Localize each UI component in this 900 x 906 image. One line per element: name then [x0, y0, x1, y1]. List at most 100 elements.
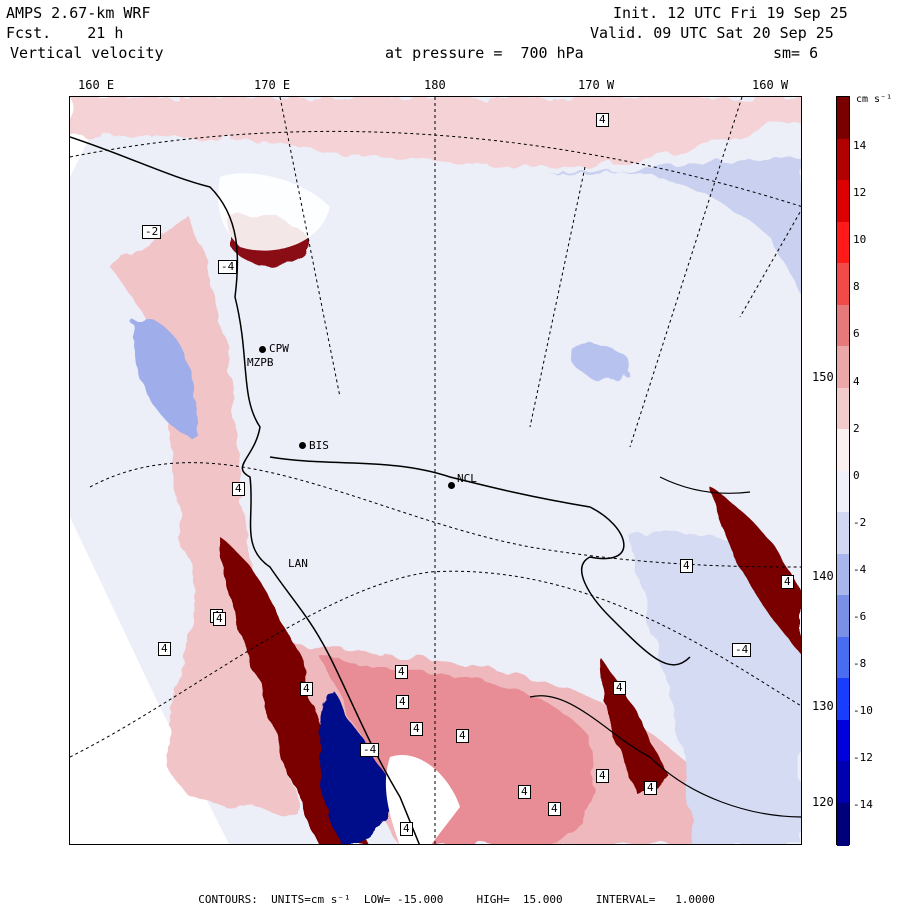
- field-negative-center: [570, 344, 632, 381]
- colorbar-segment: [837, 429, 849, 473]
- colorbar-tick-label: -8: [853, 657, 867, 671]
- contour-label: 4: [548, 802, 561, 816]
- contour-label: 4: [395, 665, 408, 679]
- lon-label-180: 180: [424, 78, 446, 92]
- station-dot-bis[interactable]: [299, 442, 306, 449]
- field-negative-west: [130, 316, 197, 437]
- colorbar-segment: [837, 761, 849, 805]
- contour-label: 4: [680, 559, 693, 573]
- domain-mask-sw: [70, 517, 229, 844]
- lon-label-160e: 160 E: [78, 78, 115, 92]
- colorbar-tick-label: 6: [853, 327, 860, 341]
- station-label-cpw: CPW: [269, 342, 289, 355]
- colorbar-tick-label: 12: [853, 186, 867, 200]
- colorbar: [836, 96, 850, 847]
- colorbar-segment: [837, 221, 849, 266]
- colorbar-segment: [837, 304, 849, 349]
- contour-label: 4: [518, 785, 531, 799]
- colorbar-tick-label: -10: [853, 704, 873, 718]
- pressure-level: at pressure = 700 hPa: [385, 44, 584, 62]
- meridian-170w: [529, 166, 586, 428]
- contour-label: 4: [213, 612, 226, 626]
- colorbar-segment: [837, 802, 849, 847]
- footer: CONTOURS: UNITS=cm s⁻¹ LOW= -15.000 HIGH…: [0, 880, 900, 906]
- lon-label-170e: 170 E: [254, 78, 291, 92]
- colorbar-segment: [837, 97, 849, 141]
- colorbar-segment: [837, 636, 849, 681]
- colorbar-tick-label: 2: [853, 421, 860, 435]
- station-label-lan: LAN: [288, 557, 308, 570]
- contour-label: 4: [644, 781, 657, 795]
- contour-label: 4: [300, 682, 313, 696]
- colorbar-tick-label: 0: [853, 468, 860, 482]
- contour-label: 4: [781, 575, 794, 589]
- contour-label: 4: [158, 642, 171, 656]
- valid-time: Valid. 09 UTC Sat 20 Sep 25: [590, 24, 834, 42]
- meridian-170e: [279, 97, 341, 398]
- station-label-bis: BIS: [309, 439, 329, 452]
- colorbar-tick-label: -14: [853, 798, 873, 812]
- contour-label: 4: [400, 822, 413, 836]
- parallel-1: [70, 130, 801, 207]
- colorbar-segment: [837, 138, 849, 183]
- contour-label: 4: [396, 695, 409, 709]
- colorbar-segment: [837, 719, 849, 764]
- colorbar-tick-label: -4: [853, 562, 867, 576]
- colorbar-units: cm s⁻¹: [856, 94, 893, 105]
- colorbar-segment: [837, 595, 849, 639]
- model-title: AMPS 2.67-km WRF: [6, 4, 151, 22]
- colorbar-tick-label: -6: [853, 610, 867, 623]
- contour-label: 4: [613, 681, 626, 695]
- colorbar-tick-label: -12: [853, 751, 873, 765]
- contour-label: -4: [360, 743, 380, 757]
- contour-label: -2: [142, 225, 162, 239]
- contour-label: 4: [456, 729, 469, 743]
- mountain-core-3: [319, 687, 400, 844]
- ice-area-north: [218, 173, 330, 251]
- smoothing-value: sm= 6: [773, 44, 819, 62]
- ice-shelf-front: [269, 456, 691, 666]
- colorbar-segment: [837, 553, 849, 598]
- lon-label-160w: 160 W: [752, 78, 789, 92]
- field-band-north: [70, 97, 801, 169]
- map-panel[interactable]: CPW MZPB BIS NCL LAN -2 -4 4 4 4 4 4 4 4…: [69, 96, 802, 845]
- lon-label-170w: 170 W: [578, 78, 615, 92]
- contour-label: 4: [596, 113, 609, 127]
- colorbar-segment: [837, 180, 849, 224]
- station-label-ncl: NCL: [457, 472, 477, 485]
- init-time: Init. 12 UTC Fri 19 Sep 25: [613, 4, 848, 22]
- station-dot-ncl[interactable]: [448, 482, 455, 489]
- colorbar-tick-label: 14: [853, 139, 867, 152]
- field-negative-east: [630, 530, 801, 844]
- colorbar-tick-label: 8: [853, 280, 860, 294]
- colorbar-segment: [837, 346, 849, 390]
- contour-label: -4: [218, 260, 238, 274]
- mountain-core-4: [710, 487, 801, 655]
- graticule: [70, 97, 801, 844]
- field-band-coast: [110, 217, 300, 817]
- contour-label: 4: [596, 769, 609, 783]
- parallel-2: [89, 462, 801, 568]
- vertical-velocity-map: [70, 97, 801, 844]
- colorbar-segment: [837, 263, 849, 307]
- station-label-mzpb: MZPB: [247, 356, 274, 369]
- coastline-west: [70, 136, 420, 844]
- field-negative-ne: [550, 157, 801, 294]
- contour-label: 4: [232, 482, 245, 496]
- colorbar-segment: [837, 387, 849, 432]
- coastline-southeast: [529, 695, 801, 818]
- colorbar-tick-label: -2: [853, 515, 867, 529]
- coastline-east: [659, 476, 751, 494]
- colorbar-tick-label: 4: [853, 374, 860, 388]
- colorbar-segment: [837, 512, 849, 556]
- parallel-3: [70, 570, 801, 758]
- station-dot-cpw[interactable]: [259, 346, 266, 353]
- field-name: Vertical velocity: [10, 44, 164, 62]
- meridian-160w: [629, 97, 743, 448]
- forecast-hour: Fcst. 21 h: [6, 24, 124, 42]
- contour-label: 4: [410, 722, 423, 736]
- colorbar-segment: [837, 470, 849, 515]
- contour-label: -4: [732, 643, 752, 657]
- colorbar-tick-label: 10: [853, 233, 867, 247]
- colorbar-segment: [837, 678, 849, 722]
